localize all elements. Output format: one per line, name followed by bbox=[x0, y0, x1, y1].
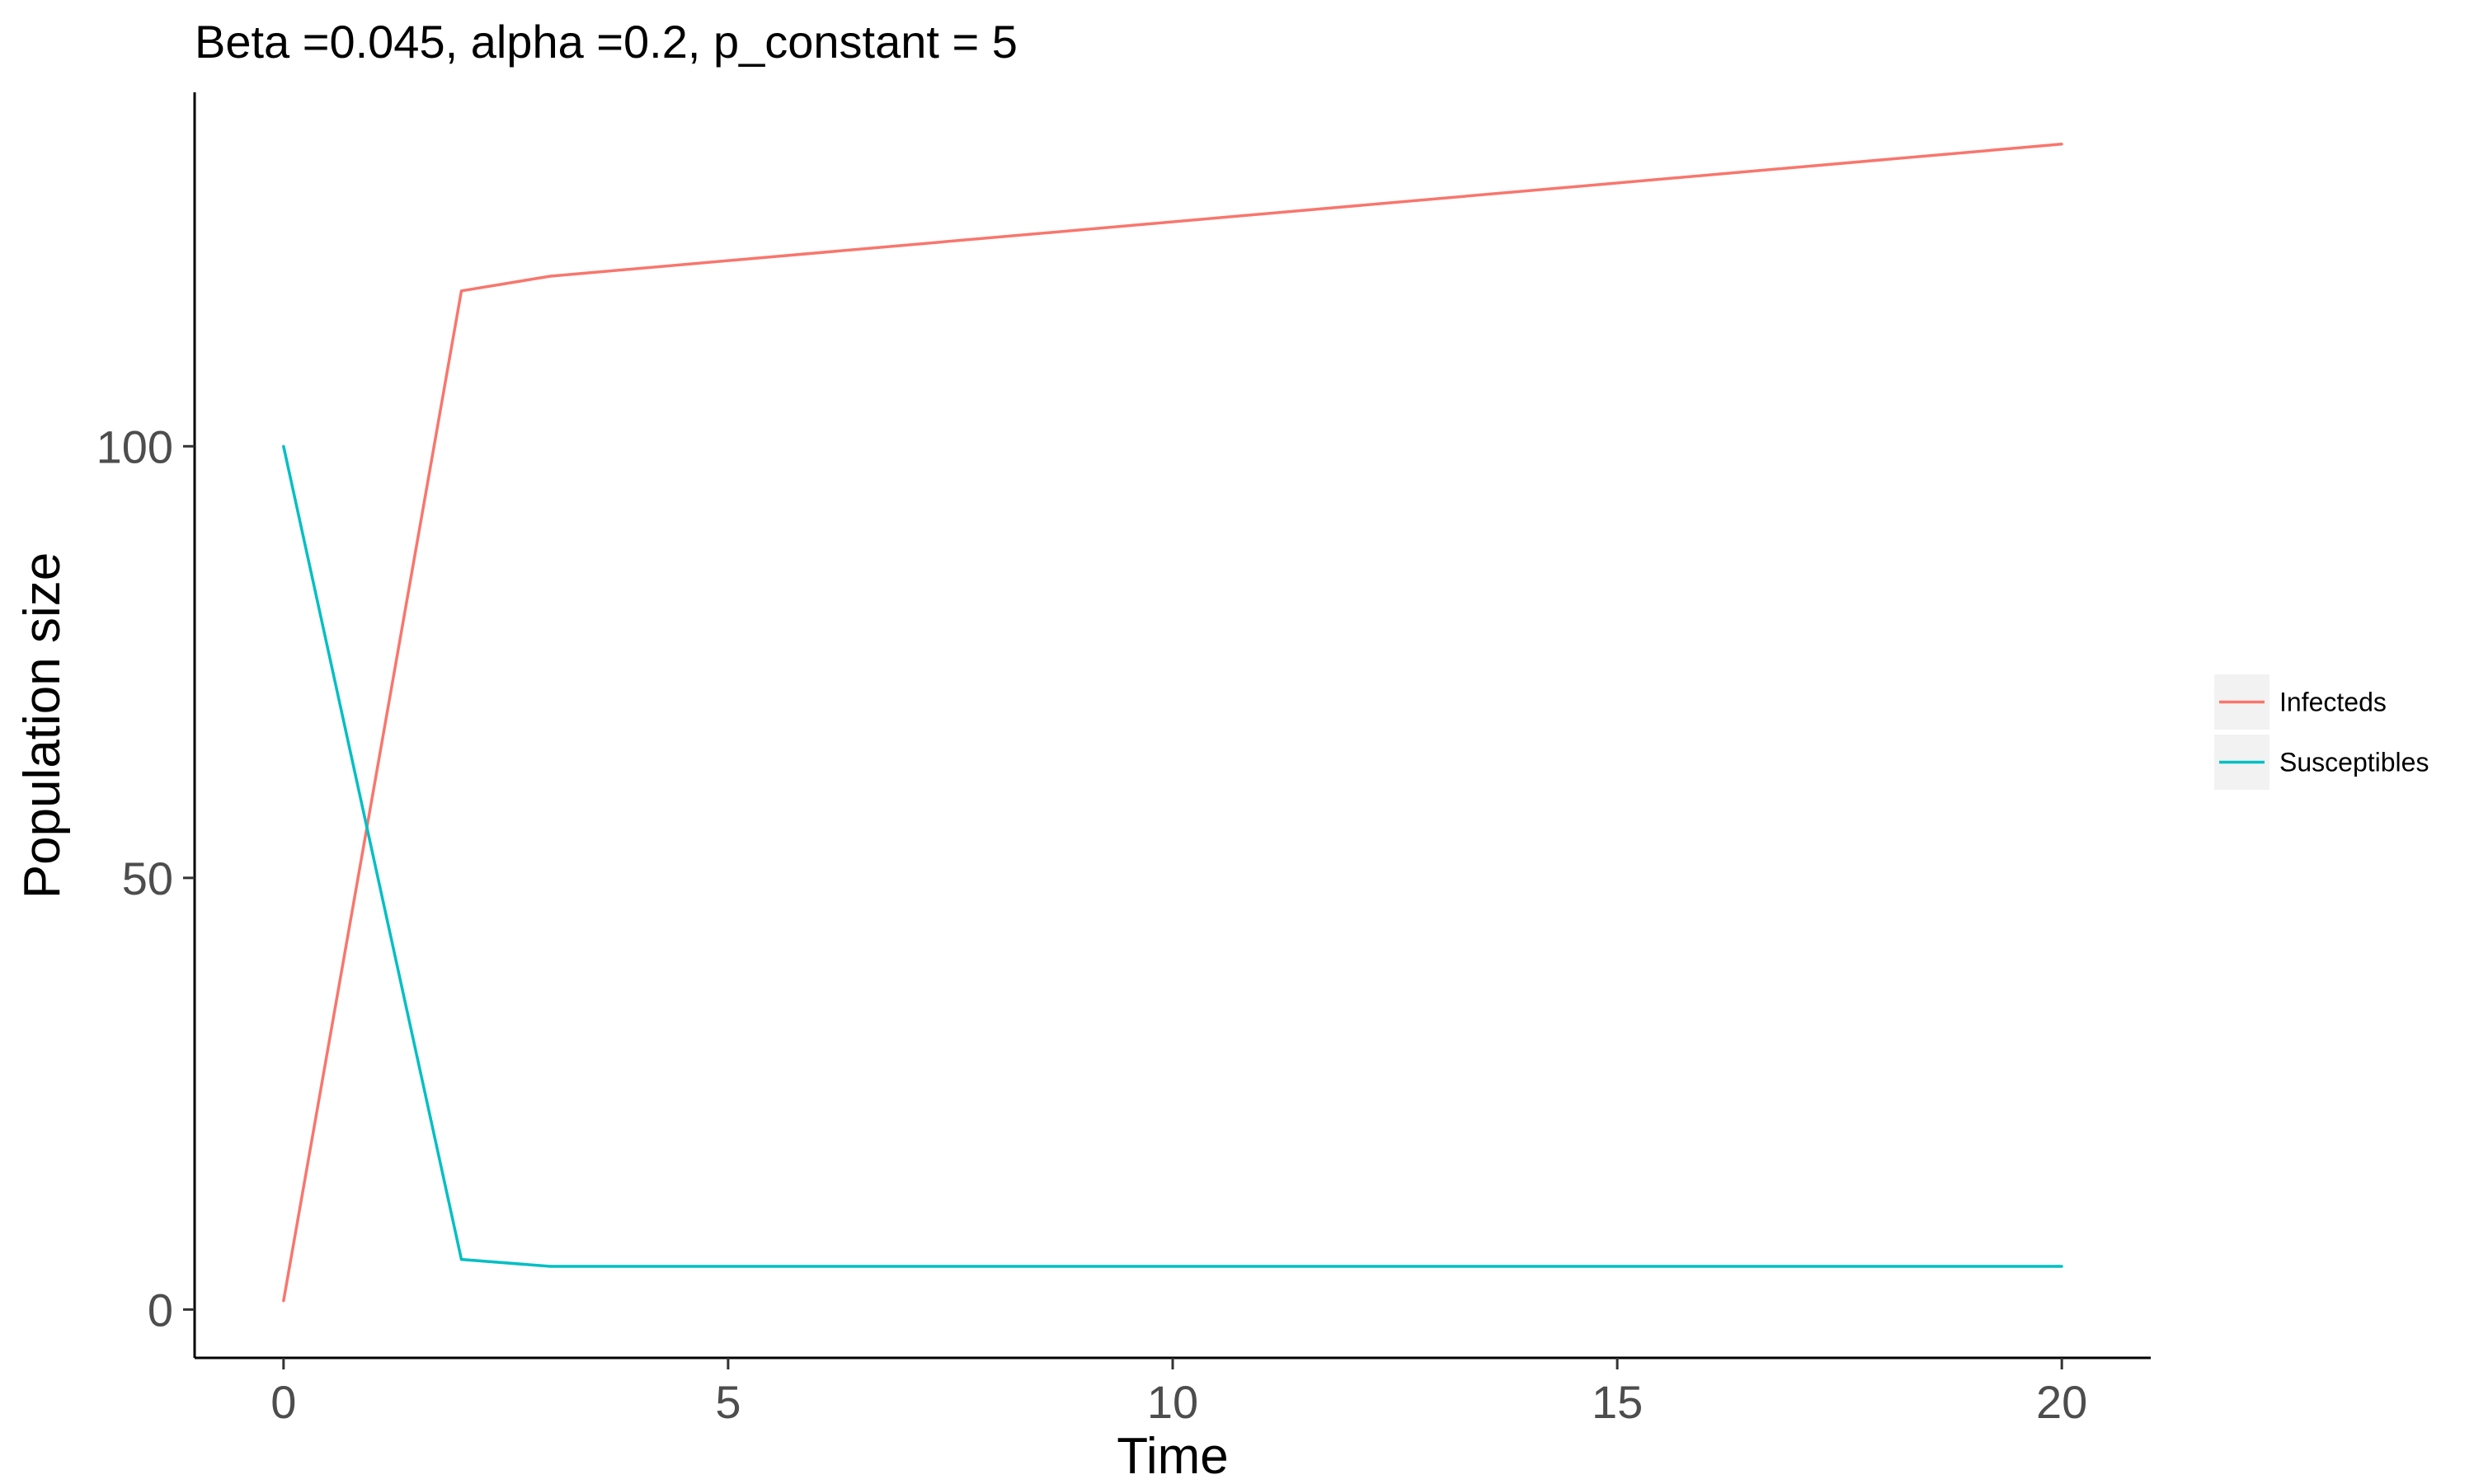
susceptibles-point bbox=[282, 444, 285, 448]
infecteds-point bbox=[2060, 143, 2063, 146]
susceptibles-line bbox=[282, 445, 2062, 1268]
x-axis-ticks: 0 5 10 15 20 bbox=[270, 1358, 2087, 1428]
infecteds-point bbox=[459, 289, 463, 293]
chart-title: Beta =0.045, alpha =0.2, p_constant = 5 bbox=[195, 16, 1018, 68]
x-tick-label: 15 bbox=[1592, 1376, 1643, 1428]
legend-label-infecteds: Infecteds bbox=[2279, 688, 2387, 717]
x-tick-label: 20 bbox=[2036, 1376, 2087, 1428]
x-axis-label: Time bbox=[1117, 1428, 1228, 1484]
y-tick-label: 50 bbox=[122, 852, 173, 904]
y-tick-label: 100 bbox=[96, 420, 173, 472]
susceptibles-point bbox=[2060, 1265, 2063, 1268]
x-tick-label: 0 bbox=[270, 1376, 296, 1428]
y-axis-ticks: 0 50 100 bbox=[96, 420, 195, 1336]
plot-area bbox=[282, 143, 2063, 1303]
y-tick-label: 0 bbox=[148, 1284, 173, 1336]
x-tick-label: 10 bbox=[1147, 1376, 1198, 1428]
susceptibles-point bbox=[459, 1258, 463, 1261]
infecteds-point bbox=[282, 1299, 285, 1303]
y-axis-label: Population size bbox=[14, 552, 71, 899]
legend-label-susceptibles: Susceptibles bbox=[2279, 748, 2429, 777]
legend: Infecteds Susceptibles bbox=[2214, 674, 2429, 790]
infecteds-point bbox=[548, 275, 552, 278]
susceptibles-point bbox=[548, 1265, 552, 1268]
infecteds-line bbox=[282, 143, 2062, 1302]
x-tick-label: 5 bbox=[715, 1376, 741, 1428]
